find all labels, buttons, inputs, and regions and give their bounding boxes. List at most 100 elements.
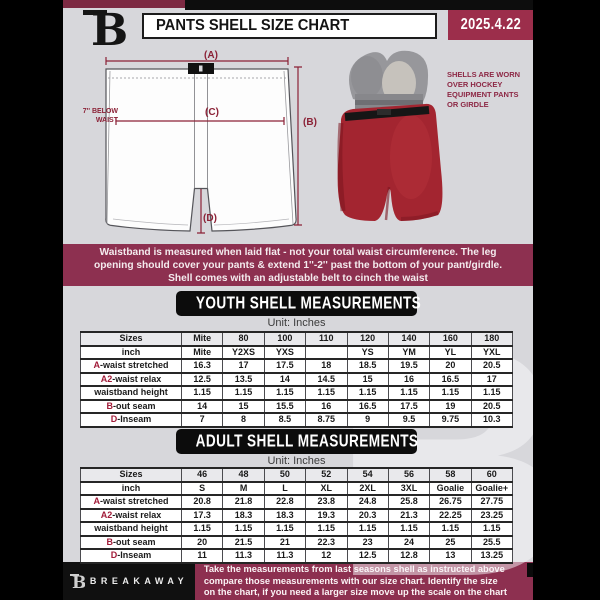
date-badge: 2025.4.22	[448, 10, 533, 40]
date-text: 2025.4.22	[460, 16, 521, 33]
row-label: inch	[80, 480, 182, 496]
table-row: A-waist stretched 16.3 17 17.5 18 18.5 19.5 20 2…	[80, 358, 514, 374]
size-cell: 17	[470, 371, 514, 387]
size-cell: 17.3	[180, 507, 224, 523]
size-cell: Mite	[180, 331, 224, 347]
size-cell: 21.5	[222, 534, 265, 550]
size-cell: 25	[429, 534, 472, 550]
size-cell: YXL	[470, 344, 514, 360]
size-chart-sheet: B B PANTS SHELL SIZE CHART 2025.4.22	[63, 0, 533, 600]
size-cell: XL	[305, 480, 348, 496]
size-cell: 22.8	[263, 494, 307, 510]
size-cell: 23	[346, 534, 389, 550]
table-row: D-Inseam 11 11.3 11.3 12 12.5 12.8 13 13.25	[80, 548, 514, 564]
size-cell: 12.5	[180, 371, 224, 387]
size-cell: 16.3	[180, 358, 224, 374]
size-cell: 18	[305, 358, 348, 374]
row-label: inch	[80, 344, 182, 360]
size-cell: M	[222, 480, 265, 496]
size-cell: 22.3	[305, 534, 348, 550]
breakaway-logo-icon: B	[83, 5, 127, 49]
size-cell: 27.75	[470, 494, 514, 510]
row-label: B-out seam	[80, 534, 182, 550]
size-cell: 1.15	[470, 521, 514, 537]
size-cell: 22.25	[429, 507, 472, 523]
size-cell: 18.5	[346, 358, 389, 374]
size-cell: Y2XS	[222, 344, 265, 360]
size-cell: 19	[429, 398, 472, 414]
size-cell: 20.8	[180, 494, 224, 510]
row-label: D-Inseam	[80, 412, 182, 428]
size-cell: Goalie+	[470, 480, 514, 496]
size-cell: 3XL	[387, 480, 431, 496]
size-cell: 15	[346, 371, 389, 387]
svg-text:B: B	[72, 573, 85, 590]
table-row: waistband height 1.15 1.15 1.15 1.15 1.15 1.15…	[80, 385, 514, 401]
size-cell: 19.3	[305, 507, 348, 523]
size-cell: Goalie	[429, 480, 472, 496]
size-cell: 18.3	[263, 507, 307, 523]
footer-edge-notch	[527, 563, 533, 577]
size-cell: 25.8	[387, 494, 431, 510]
size-cell: 50	[263, 467, 307, 483]
row-label: B-out seam	[80, 398, 182, 414]
size-cell: 21	[263, 534, 307, 550]
measure-label-a: (A)	[204, 50, 218, 61]
size-cell: 1.15	[429, 521, 472, 537]
size-cell: 11	[180, 548, 224, 564]
size-cell: 12	[305, 548, 348, 564]
header-black-strip	[185, 0, 533, 10]
size-cell: 9.5	[387, 412, 431, 428]
size-cell: 21.8	[222, 494, 265, 510]
measure-label-c: (C)	[205, 107, 219, 118]
size-cell: 26.75	[429, 494, 472, 510]
size-cell: 1.15	[387, 521, 431, 537]
size-cell: 52	[305, 467, 348, 483]
size-cell: 56	[387, 467, 431, 483]
size-cell: 1.15	[346, 385, 389, 401]
size-cell: YM	[387, 344, 431, 360]
size-cell: 20.3	[346, 507, 389, 523]
table-row: A2-waist relax 17.3 18.3 18.3 19.3 20.3 21.3 22…	[80, 507, 514, 523]
size-cell: YS	[346, 344, 389, 360]
adult-unit-label: Unit: Inches	[267, 455, 326, 467]
size-cell: 1.15	[180, 521, 224, 537]
size-cell: 23.25	[470, 507, 514, 523]
size-cell: 1.15	[346, 521, 389, 537]
size-cell: 15	[222, 398, 265, 414]
size-cell: 25.5	[470, 534, 514, 550]
adult-size-table: Sizes 46 48 50 52 54 56 58 60 inch S M L XL 2XL 3XL Goal…	[80, 467, 514, 564]
youth-heading-text: YOUTH SHELL MEASUREMENTS	[195, 294, 422, 313]
waist-depth-note: 7'' BELOW WAIST	[82, 108, 118, 124]
size-cell: 13	[429, 548, 472, 564]
size-cell: 8.5	[263, 412, 307, 428]
footer-instructions-panel: Take the measurements from last seasons …	[195, 562, 533, 600]
size-cell: 1.15	[222, 385, 265, 401]
size-cell: 17	[222, 358, 265, 374]
size-cell: 13.25	[470, 548, 514, 564]
size-cell: 12.5	[346, 548, 389, 564]
svg-text:B: B	[91, 5, 127, 49]
size-cell: 120	[346, 331, 389, 347]
footer-brand-bar: B BREAKAWAY	[63, 562, 195, 600]
row-label: waistband height	[80, 385, 182, 401]
table-row: inch S M L XL 2XL 3XL Goalie Goalie+	[80, 480, 514, 496]
size-cell: 1.15	[263, 385, 307, 401]
size-cell: YXS	[263, 344, 307, 360]
size-cell: 14	[263, 371, 307, 387]
page-title: PANTS SHELL SIZE CHART	[155, 17, 350, 34]
size-cell: 80	[222, 331, 265, 347]
size-cell: 1.15	[470, 385, 514, 401]
size-cell: 140	[387, 331, 431, 347]
size-cell: 20.5	[470, 358, 514, 374]
size-cell: 46	[180, 467, 224, 483]
size-cell: 1.15	[305, 385, 348, 401]
footer-instructions-text: Take the measurements from last seasons …	[203, 564, 507, 599]
size-cell: 16	[387, 371, 431, 387]
row-label: A-waist stretched	[80, 494, 182, 510]
size-cell: 14.5	[305, 371, 348, 387]
measure-label-d: (D)	[203, 213, 217, 224]
row-label: Sizes	[80, 331, 182, 347]
size-cell: 8	[222, 412, 265, 428]
size-cell: 16.5	[429, 371, 472, 387]
